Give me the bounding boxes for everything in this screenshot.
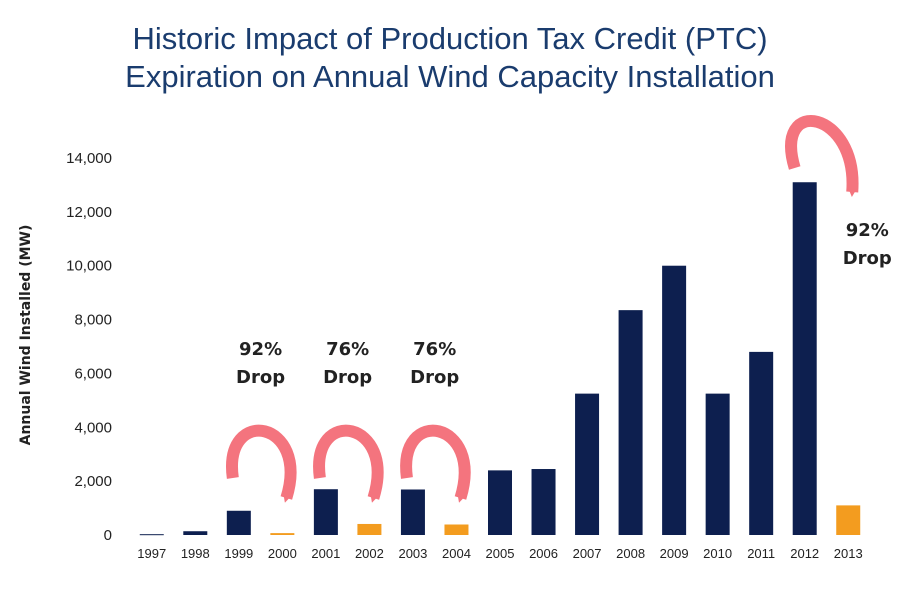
- x-tick-label: 2003: [398, 546, 427, 561]
- bar-2001: [313, 489, 338, 535]
- x-tick-label: 1999: [224, 546, 253, 561]
- drop-percent-label: 92%: [846, 220, 889, 241]
- x-axis: 1997 1998 1999 2000 2001 2002 2003 2004 2005 2006…: [137, 546, 862, 561]
- bar-2008: [618, 310, 643, 535]
- bar-2010: [705, 393, 730, 535]
- annotations: 92% Drop 76% Drop 76% Drop 92% Drop: [226, 115, 892, 503]
- chart-title: Historic Impact of Production Tax Credit…: [0, 20, 900, 96]
- x-tick-label: 2012: [790, 546, 819, 561]
- drop-arrow: [313, 424, 384, 503]
- bar-1997: [139, 534, 164, 536]
- drop-arrow: [226, 424, 297, 503]
- drop-arrow: [785, 115, 859, 197]
- x-tick-label: 2006: [529, 546, 558, 561]
- y-tick-label: 8,000: [74, 312, 112, 329]
- drop-annotation-2003: 76% Drop: [400, 339, 471, 503]
- x-tick-label: 2007: [573, 546, 602, 561]
- x-tick-label: 1998: [181, 546, 210, 561]
- drop-annotation-2001: 76% Drop: [313, 339, 384, 503]
- drop-percent-label: 92%: [239, 339, 282, 360]
- x-tick-label: 2013: [834, 546, 863, 561]
- bar-2006: [531, 469, 556, 535]
- x-tick-label: 2005: [486, 546, 515, 561]
- x-tick-label: 2002: [355, 546, 384, 561]
- bar-2013: [836, 505, 861, 535]
- drop-word-label: Drop: [323, 367, 372, 388]
- drop-word-label: Drop: [236, 367, 285, 388]
- x-tick-label: 2011: [747, 546, 775, 561]
- x-tick-label: 2009: [660, 546, 689, 561]
- bar-2003: [400, 489, 425, 535]
- bar-2000: [270, 533, 295, 535]
- y-tick-label: 6,000: [74, 365, 112, 382]
- y-tick-label: 10,000: [66, 258, 112, 275]
- drop-annotation-1999: 92% Drop: [226, 339, 297, 503]
- x-tick-label: 2000: [268, 546, 297, 561]
- y-axis: 0 2,000 4,000 6,000 8,000 10,000 12,000 14,000: [66, 150, 112, 544]
- y-axis-label: Annual Wind Installed (MW): [18, 225, 34, 446]
- bar-2004: [444, 524, 469, 535]
- bar-1999: [226, 510, 251, 535]
- y-tick-label: 0: [104, 527, 112, 544]
- bar-2012: [792, 182, 817, 535]
- x-tick-label: 2001: [311, 546, 340, 561]
- drop-annotation-2012: 92% Drop: [785, 115, 892, 269]
- y-tick-label: 12,000: [66, 204, 112, 221]
- bar-1998: [183, 531, 208, 535]
- drop-percent-label: 76%: [326, 339, 369, 360]
- bars: [139, 182, 861, 536]
- drop-arrow: [400, 424, 471, 503]
- y-tick-label: 2,000: [74, 473, 112, 490]
- bar-2009: [662, 265, 687, 535]
- chart-title-line-1: Historic Impact of Production Tax Credit…: [132, 21, 768, 56]
- y-tick-label: 14,000: [66, 150, 112, 167]
- bar-2002: [357, 523, 382, 535]
- drop-word-label: Drop: [410, 367, 459, 388]
- x-tick-label: 2008: [616, 546, 645, 561]
- drop-percent-label: 76%: [413, 339, 456, 360]
- x-tick-label: 1997: [137, 546, 166, 561]
- bar-2007: [575, 393, 600, 535]
- chart-title-line-2: Expiration on Annual Wind Capacity Insta…: [125, 59, 775, 94]
- y-tick-label: 4,000: [74, 419, 112, 436]
- drop-word-label: Drop: [843, 248, 892, 269]
- bar-2005: [488, 470, 512, 535]
- x-tick-label: 2004: [442, 546, 471, 561]
- x-tick-label: 2010: [703, 546, 732, 561]
- bar-2011: [749, 351, 774, 535]
